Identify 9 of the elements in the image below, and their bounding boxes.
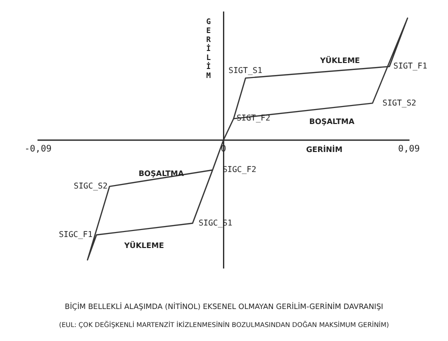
annotation: SIGT_S2 bbox=[382, 98, 416, 108]
annotation: SIGC_S2 bbox=[74, 182, 108, 191]
annotation: SIGT_F2 bbox=[236, 114, 270, 123]
annotation: SIGC_F1 bbox=[58, 230, 93, 239]
annotation: SIGT_S1 bbox=[228, 66, 262, 76]
x-tick-label: -0,09 bbox=[24, 144, 52, 155]
x-tick-label: 0,09 bbox=[398, 144, 420, 155]
annotation: SIGT_F1 bbox=[393, 62, 428, 71]
annotation: SIGC_F2 bbox=[222, 165, 256, 174]
